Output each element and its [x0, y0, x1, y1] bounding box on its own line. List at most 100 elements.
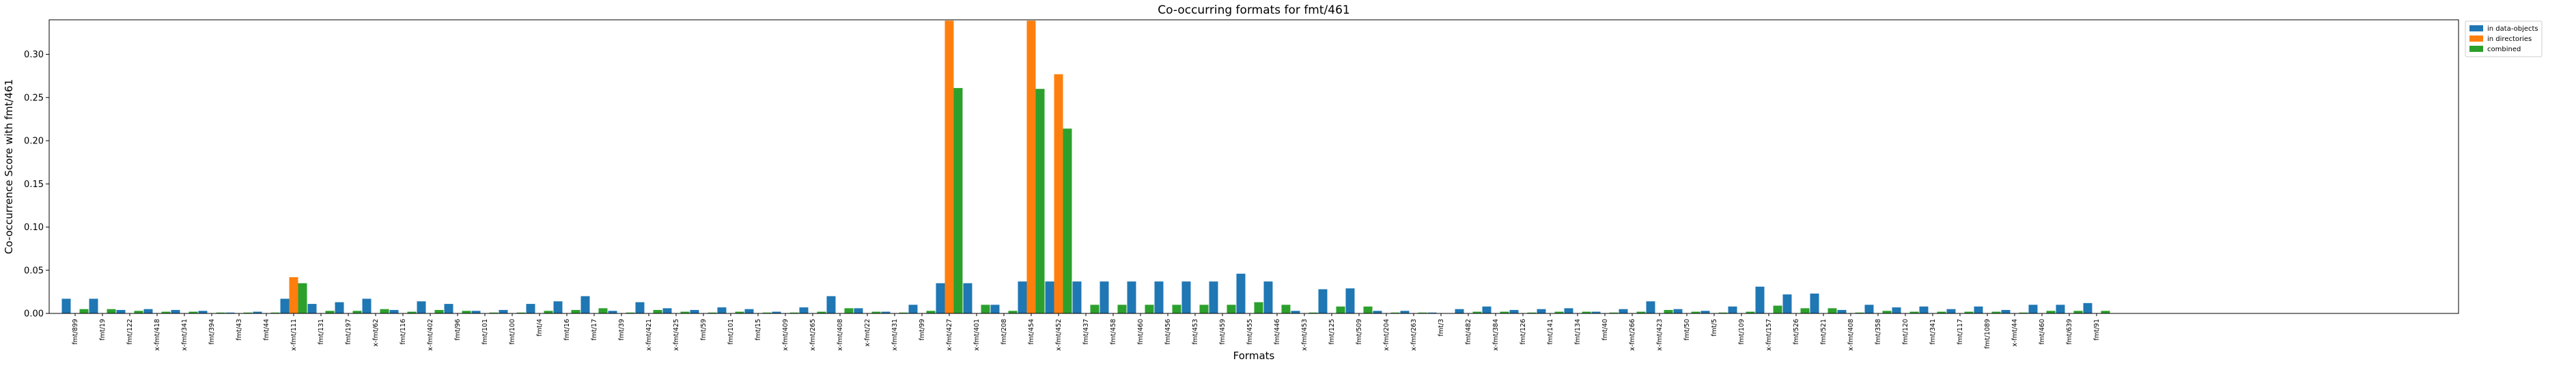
x-tick-label: fmt/19	[99, 319, 107, 341]
x-tick-label: x-fmt/431	[891, 319, 899, 351]
x-tick-label: fmt/141	[1547, 319, 1554, 345]
bar-combined-13	[434, 309, 444, 313]
y-tick-label: 0.30	[24, 50, 44, 60]
bar-in-data-objects-36	[1045, 281, 1054, 313]
x-tick-label: fmt/341	[1929, 319, 1937, 345]
bar-in-data-objects-62	[1755, 286, 1765, 313]
bar-in-directories-35	[1026, 20, 1036, 313]
bar-combined-58	[1664, 309, 1673, 313]
bar-combined-1	[107, 309, 116, 313]
x-tick-label: x-fmt/384	[1492, 319, 1500, 351]
bar-in-data-objects-8	[280, 298, 290, 313]
bar-in-data-objects-23	[690, 309, 699, 313]
bar-combined-74	[2101, 311, 2110, 313]
bar-combined-61	[1746, 311, 1755, 313]
bar-in-data-objects-61	[1728, 306, 1737, 313]
x-tick-label: fmt/100	[509, 319, 516, 345]
x-tick-label: x-fmt/341	[181, 319, 188, 351]
x-tick-label: fmt/197	[345, 319, 352, 345]
bar-in-data-objects-35	[1018, 281, 1027, 313]
bar-in-data-objects-21	[635, 302, 645, 313]
bar-combined-4	[188, 311, 198, 313]
bar-in-data-objects-19	[580, 296, 590, 313]
bar-combined-9	[325, 311, 335, 313]
bar-combined-38	[1117, 305, 1127, 313]
bar-in-data-objects-64	[1810, 293, 1819, 313]
bar-combined-33	[981, 305, 990, 313]
bar-in-data-objects-39	[1127, 281, 1136, 313]
x-tick-label: x-fmt/263	[1410, 319, 1418, 351]
bar-combined-67	[1909, 311, 1919, 313]
bar-in-data-objects-51	[1455, 309, 1464, 313]
bar-combined-43	[1254, 302, 1263, 313]
bar-in-data-objects-7	[253, 311, 262, 313]
legend-swatch-directories	[2469, 36, 2483, 42]
bar-combined-72	[2046, 311, 2056, 313]
bar-combined-10	[352, 311, 362, 313]
x-tick-label: fmt/44	[263, 319, 270, 341]
x-tick-label: fmt/4	[536, 319, 544, 337]
x-tick-label: fmt/134	[1574, 319, 1582, 345]
x-tick-label: fmt/91	[2093, 319, 2101, 341]
bar-in-data-objects-32	[936, 283, 945, 313]
x-tick-label: x-fmt/425	[673, 319, 680, 351]
x-tick-label: fmt/116	[400, 319, 407, 345]
bar-combined-24	[735, 311, 744, 313]
bar-combined-11	[380, 309, 389, 313]
x-tick-label: fmt/16	[563, 319, 571, 341]
x-tick-label: x-fmt/402	[427, 319, 434, 351]
y-axis-label: Co-occurrence Score with fmt/461	[3, 79, 15, 254]
bar-combined-42	[1227, 305, 1236, 313]
y-tick-label: 0.25	[24, 93, 44, 103]
bar-in-data-objects-73	[2056, 305, 2065, 313]
bar-in-data-objects-59	[1673, 309, 1683, 313]
bar-in-data-objects-41	[1181, 281, 1191, 313]
bar-combined-66	[1882, 311, 1892, 313]
bar-combined-18	[571, 309, 580, 313]
bar-combined-3	[161, 311, 171, 313]
legend-swatch-data-objects	[2469, 25, 2483, 31]
bar-combined-63	[1800, 308, 1810, 313]
y-axis: 0.00 0.05 0.10 0.15 0.20 0.25 0.30	[24, 50, 49, 320]
bar-in-data-objects-63	[1782, 294, 1792, 313]
x-tick-label: x-fmt/427	[946, 319, 953, 351]
bar-in-data-objects-38	[1100, 281, 1109, 313]
bar-combined-2	[134, 311, 143, 313]
x-tick-label: fmt/460	[2039, 319, 2046, 345]
x-tick-label: fmt/455	[1246, 319, 1254, 345]
x-tick-label: x-fmt/111	[290, 319, 298, 351]
bar-in-data-objects-44	[1263, 281, 1273, 313]
x-tick-label: x-fmt/452	[1055, 319, 1063, 351]
x-tick-label: x-fmt/204	[1383, 319, 1390, 351]
bar-in-data-objects-27	[799, 307, 809, 313]
bar-in-data-objects-2	[116, 309, 126, 313]
bar-in-data-objects-45	[1291, 311, 1300, 313]
bar-combined-27	[817, 311, 826, 313]
bar-in-data-objects-37	[1072, 281, 1082, 313]
bar-in-data-objects-18	[553, 301, 563, 313]
bar-in-data-objects-9	[307, 304, 317, 313]
bar-in-data-objects-3	[143, 309, 153, 313]
x-tick-label: fmt/394	[208, 319, 216, 345]
x-tick-label: fmt/899	[72, 319, 79, 345]
bar-combined-34	[1008, 311, 1018, 313]
legend-frame	[2465, 20, 2543, 57]
y-tick-label: 0.10	[24, 223, 44, 233]
x-axis-label: Formats	[1233, 350, 1275, 362]
x-tick-label: fmt/639	[2066, 319, 2073, 345]
bar-in-data-objects-22	[662, 308, 672, 313]
bar-combined-35	[1035, 89, 1045, 313]
x-tick-label: fmt/120	[1902, 319, 1909, 345]
bar-in-data-objects-69	[1946, 309, 1956, 313]
bar-combined-14	[462, 311, 471, 313]
bar-in-data-objects-16	[499, 309, 508, 313]
x-tick-label: x-fmt/418	[154, 319, 161, 351]
bar-combined-46	[1336, 306, 1345, 313]
bar-in-data-objects-56	[1591, 311, 1601, 313]
x-tick-label: x-fmt/408	[837, 319, 844, 351]
bar-in-data-objects-30	[881, 311, 891, 313]
bar-in-directories-36	[1054, 74, 1063, 314]
x-tick-label: x-fmt/401	[973, 319, 981, 351]
x-tick-label: fmt/50	[1683, 319, 1691, 341]
y-tick-label: 0.00	[24, 309, 44, 320]
